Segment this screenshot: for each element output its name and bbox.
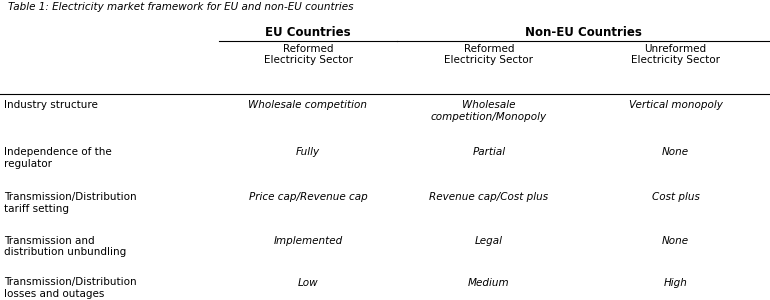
Text: Reformed
Electricity Sector: Reformed Electricity Sector (263, 44, 353, 65)
Text: Transmission/Distribution
losses and outages: Transmission/Distribution losses and out… (4, 278, 136, 299)
Text: Independence of the
regulator: Independence of the regulator (4, 147, 112, 169)
Text: Implemented: Implemented (273, 236, 343, 245)
Text: Medium: Medium (468, 278, 510, 287)
Text: Legal: Legal (475, 236, 503, 245)
Text: Transmission and
distribution unbundling: Transmission and distribution unbundling (4, 236, 126, 257)
Text: Revenue cap/Cost plus: Revenue cap/Cost plus (430, 192, 548, 202)
Text: Transmission/Distribution
tariff setting: Transmission/Distribution tariff setting (4, 192, 136, 214)
Text: Industry structure: Industry structure (4, 100, 98, 110)
Text: Vertical monopoly: Vertical monopoly (629, 100, 722, 110)
Text: Reformed
Electricity Sector: Reformed Electricity Sector (444, 44, 534, 65)
Text: Low: Low (298, 278, 318, 287)
Text: EU Countries: EU Countries (265, 26, 351, 38)
Text: Partial: Partial (472, 147, 506, 157)
Text: Table 1: Electricity market framework for EU and non-EU countries: Table 1: Electricity market framework fo… (8, 2, 353, 11)
Text: Fully: Fully (296, 147, 320, 157)
Text: Non-EU Countries: Non-EU Countries (525, 26, 641, 38)
Text: High: High (664, 278, 688, 287)
Text: Price cap/Revenue cap: Price cap/Revenue cap (249, 192, 367, 202)
Text: None: None (662, 236, 689, 245)
Text: Cost plus: Cost plus (651, 192, 700, 202)
Text: None: None (662, 147, 689, 157)
Text: Wholesale competition: Wholesale competition (249, 100, 367, 110)
Text: Wholesale
competition/Monopoly: Wholesale competition/Monopoly (431, 100, 547, 122)
Text: Unreformed
Electricity Sector: Unreformed Electricity Sector (631, 44, 720, 65)
